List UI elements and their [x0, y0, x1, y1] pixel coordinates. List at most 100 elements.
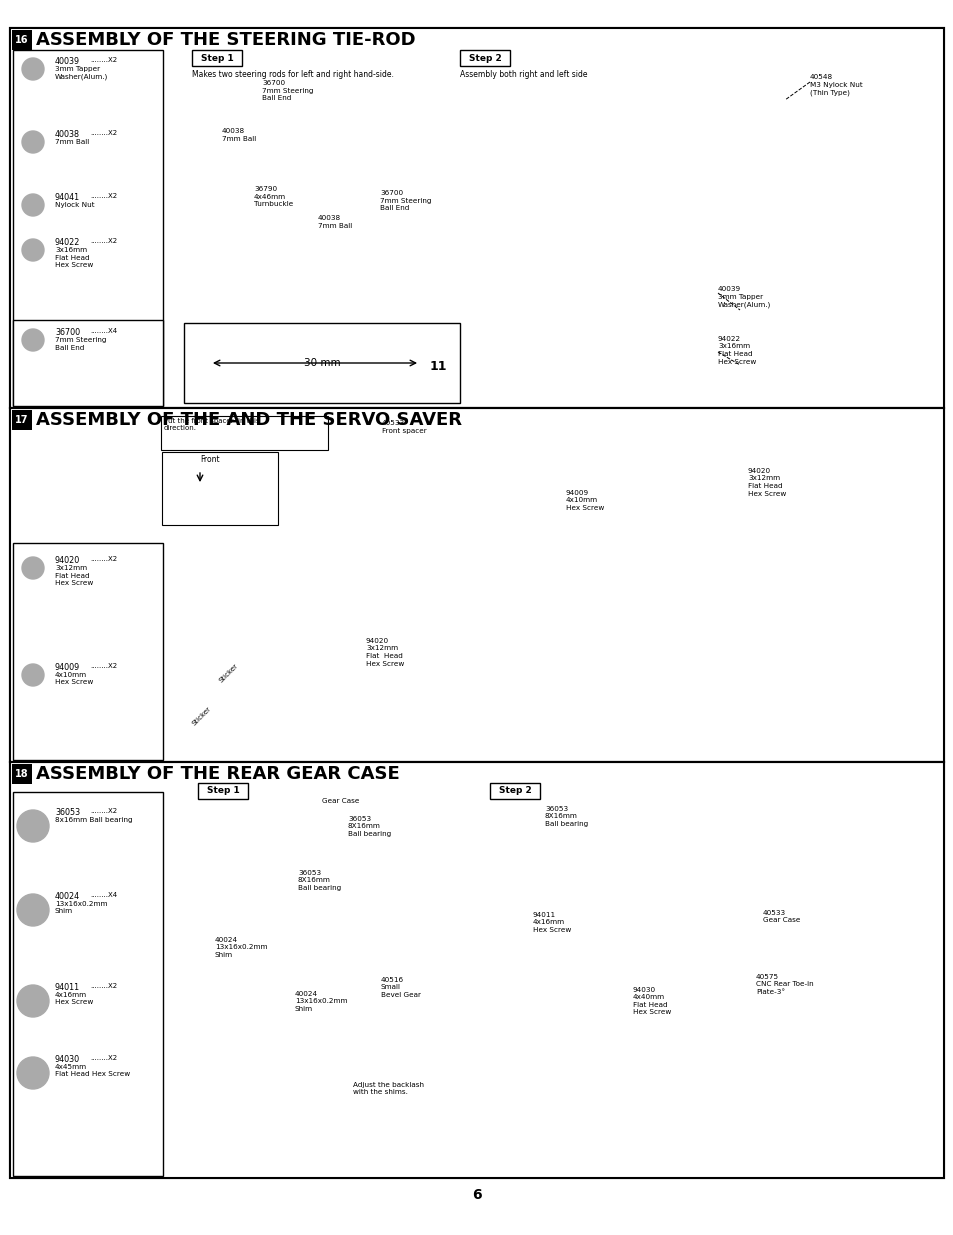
Text: 94020
3x12mm
Flat Head
Hex Screw: 94020 3x12mm Flat Head Hex Screw	[747, 468, 785, 496]
Text: 94022
3x16mm
Flat Head
Hex Screw: 94022 3x16mm Flat Head Hex Screw	[718, 336, 756, 364]
Text: 40038
7mm Ball: 40038 7mm Ball	[222, 128, 256, 142]
Text: 94009: 94009	[55, 663, 80, 672]
Text: 40516
Small
Bevel Gear: 40516 Small Bevel Gear	[380, 977, 420, 998]
Text: 16: 16	[15, 35, 29, 44]
Text: 40533
Front spacer: 40533 Front spacer	[381, 420, 426, 433]
Text: 4x16mm
Hex Screw: 4x16mm Hex Screw	[55, 992, 93, 1005]
Circle shape	[17, 986, 49, 1016]
Bar	[163, 408, 939, 760]
Text: 17: 17	[15, 415, 29, 425]
Circle shape	[22, 194, 44, 216]
Text: 4x10mm
Hex Screw: 4x10mm Hex Screw	[55, 672, 93, 685]
Text: Step 2: Step 2	[468, 53, 501, 63]
Text: 40038: 40038	[55, 130, 80, 140]
Text: 94011: 94011	[55, 983, 80, 992]
Text: 36700
7mm Steering
Ball End: 36700 7mm Steering Ball End	[379, 190, 431, 211]
Circle shape	[17, 1057, 49, 1089]
Text: ........X2: ........X2	[90, 556, 117, 562]
Text: 30 mm: 30 mm	[303, 358, 340, 368]
Bar	[483, 784, 939, 1174]
Text: Front: Front	[200, 454, 219, 464]
Text: Adjust the backlash
with the shims.: Adjust the backlash with the shims.	[353, 1082, 423, 1095]
Text: 3x12mm
Flat Head
Hex Screw: 3x12mm Flat Head Hex Screw	[55, 564, 93, 585]
Text: 40039: 40039	[55, 57, 80, 65]
Text: 40548
M3 Nylock Nut
(Thin Type): 40548 M3 Nylock Nut (Thin Type)	[809, 74, 862, 95]
Text: ........X2: ........X2	[90, 983, 117, 989]
Bar	[166, 52, 700, 320]
Text: 7mm Steering
Ball End: 7mm Steering Ball End	[55, 337, 107, 351]
Bar	[10, 762, 943, 1178]
Text: 7mm Ball: 7mm Ball	[55, 140, 90, 144]
Bar	[10, 28, 943, 408]
Text: ........X2: ........X2	[90, 238, 117, 245]
Bar	[13, 49, 163, 406]
Bar	[459, 52, 939, 320]
Text: Step 1: Step 1	[207, 787, 239, 795]
Text: 40024
13x16x0.2mm
Shim: 40024 13x16x0.2mm Shim	[294, 990, 347, 1011]
Bar	[192, 49, 242, 65]
Text: 94020: 94020	[55, 556, 80, 564]
Text: 3x16mm
Flat Head
Hex Screw: 3x16mm Flat Head Hex Screw	[55, 247, 93, 268]
Text: Sticker: Sticker	[191, 705, 212, 726]
Bar	[12, 30, 32, 49]
Circle shape	[22, 58, 44, 80]
Text: ASSEMBLY OF THE STEERING TIE-ROD: ASSEMBLY OF THE STEERING TIE-ROD	[36, 31, 416, 49]
Bar	[166, 784, 479, 1174]
Text: 11: 11	[430, 359, 447, 373]
Text: 6: 6	[472, 1188, 481, 1202]
Text: 36053
8X16mm
Ball bearing: 36053 8X16mm Ball bearing	[348, 816, 391, 837]
Bar	[13, 320, 163, 406]
Circle shape	[22, 329, 44, 351]
Text: 94009
4x10mm
Hex Screw: 94009 4x10mm Hex Screw	[565, 490, 603, 511]
Circle shape	[17, 810, 49, 842]
Bar	[162, 452, 277, 525]
Text: Gear Case: Gear Case	[322, 798, 359, 804]
Text: 36790
4x46mm
Turnbuckle: 36790 4x46mm Turnbuckle	[253, 186, 293, 207]
Text: ........X2: ........X2	[90, 808, 117, 814]
Text: 36053
8X16mm
Ball bearing: 36053 8X16mm Ball bearing	[544, 806, 588, 827]
Text: Step 2: Step 2	[498, 787, 531, 795]
Bar	[490, 783, 539, 799]
Circle shape	[17, 894, 49, 926]
Text: 3mm Tapper
Washer(Alum.): 3mm Tapper Washer(Alum.)	[55, 65, 108, 80]
Text: ........X2: ........X2	[90, 1055, 117, 1061]
Text: Sticker: Sticker	[218, 662, 239, 683]
Text: 94020
3x12mm
Flat  Head
Hex Screw: 94020 3x12mm Flat Head Hex Screw	[366, 638, 404, 667]
Text: 8x16mm Ball bearing: 8x16mm Ball bearing	[55, 818, 132, 823]
Circle shape	[22, 557, 44, 579]
Text: Put the front spacer  in this
direction.: Put the front spacer in this direction.	[164, 417, 259, 431]
Bar	[198, 783, 248, 799]
Text: 36053
8X16mm
Ball bearing: 36053 8X16mm Ball bearing	[297, 869, 341, 890]
Text: ASSEMBLY OF THE REAR GEAR CASE: ASSEMBLY OF THE REAR GEAR CASE	[36, 764, 399, 783]
Text: 13x16x0.2mm
Shim: 13x16x0.2mm Shim	[55, 902, 108, 914]
Text: 40038
7mm Ball: 40038 7mm Ball	[317, 215, 352, 228]
Text: ........X2: ........X2	[90, 193, 117, 199]
Bar	[184, 324, 459, 403]
Bar	[10, 408, 943, 762]
Text: 36700
7mm Steering
Ball End: 36700 7mm Steering Ball End	[262, 80, 314, 101]
Text: 40533
Gear Case: 40533 Gear Case	[762, 910, 800, 924]
Text: 36700: 36700	[55, 329, 80, 337]
Text: 94030: 94030	[55, 1055, 80, 1065]
Bar	[12, 410, 32, 430]
Text: Assembly both right and left side: Assembly both right and left side	[459, 70, 587, 79]
Text: 18: 18	[15, 769, 29, 779]
Bar	[13, 543, 163, 760]
Text: 94030
4x40mm
Flat Head
Hex Screw: 94030 4x40mm Flat Head Hex Screw	[633, 987, 671, 1015]
Circle shape	[22, 664, 44, 685]
Text: Step 1: Step 1	[200, 53, 233, 63]
Text: 36053: 36053	[55, 808, 80, 818]
Text: Nylock Nut: Nylock Nut	[55, 203, 94, 207]
Text: ........X2: ........X2	[90, 57, 117, 63]
Text: ASSEMBLY OF THE AND THE SERVO SAVER: ASSEMBLY OF THE AND THE SERVO SAVER	[36, 411, 461, 429]
Text: 40024
13x16x0.2mm
Shim: 40024 13x16x0.2mm Shim	[214, 937, 267, 958]
Circle shape	[22, 131, 44, 153]
Text: 40024: 40024	[55, 892, 80, 902]
Bar	[459, 49, 510, 65]
Bar	[12, 764, 32, 784]
Bar	[161, 416, 328, 450]
Text: 94011
4x16mm
Hex Screw: 94011 4x16mm Hex Screw	[533, 911, 571, 932]
Text: Makes two steering rods for left and right hand-side.: Makes two steering rods for left and rig…	[192, 70, 394, 79]
Circle shape	[22, 240, 44, 261]
Text: ........X4: ........X4	[90, 892, 117, 898]
